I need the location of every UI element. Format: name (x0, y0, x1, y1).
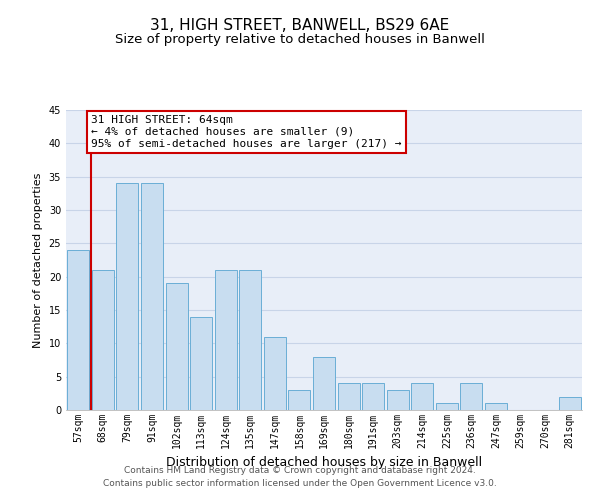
Bar (215, 270, 237, 410)
Bar (116, 184, 139, 410)
Bar (264, 336, 286, 410)
Bar (141, 184, 163, 410)
Text: Size of property relative to detached houses in Banwell: Size of property relative to detached ho… (115, 32, 485, 46)
Bar (338, 384, 359, 410)
Bar (239, 270, 262, 410)
Bar (67, 250, 89, 410)
Text: 31 HIGH STREET: 64sqm
← 4% of detached houses are smaller (9)
95% of semi-detach: 31 HIGH STREET: 64sqm ← 4% of detached h… (91, 116, 401, 148)
Bar (289, 390, 310, 410)
Bar (436, 404, 458, 410)
X-axis label: Distribution of detached houses by size in Banwell: Distribution of detached houses by size … (166, 456, 482, 469)
Bar (362, 384, 384, 410)
Bar (485, 404, 507, 410)
Bar (190, 316, 212, 410)
Bar (411, 384, 433, 410)
Bar (313, 356, 335, 410)
Bar (386, 390, 409, 410)
Text: Contains HM Land Registry data © Crown copyright and database right 2024.
Contai: Contains HM Land Registry data © Crown c… (103, 466, 497, 487)
Bar (92, 270, 114, 410)
Bar (559, 396, 581, 410)
Bar (460, 384, 482, 410)
Text: 31, HIGH STREET, BANWELL, BS29 6AE: 31, HIGH STREET, BANWELL, BS29 6AE (151, 18, 449, 32)
Y-axis label: Number of detached properties: Number of detached properties (33, 172, 43, 348)
Bar (166, 284, 188, 410)
